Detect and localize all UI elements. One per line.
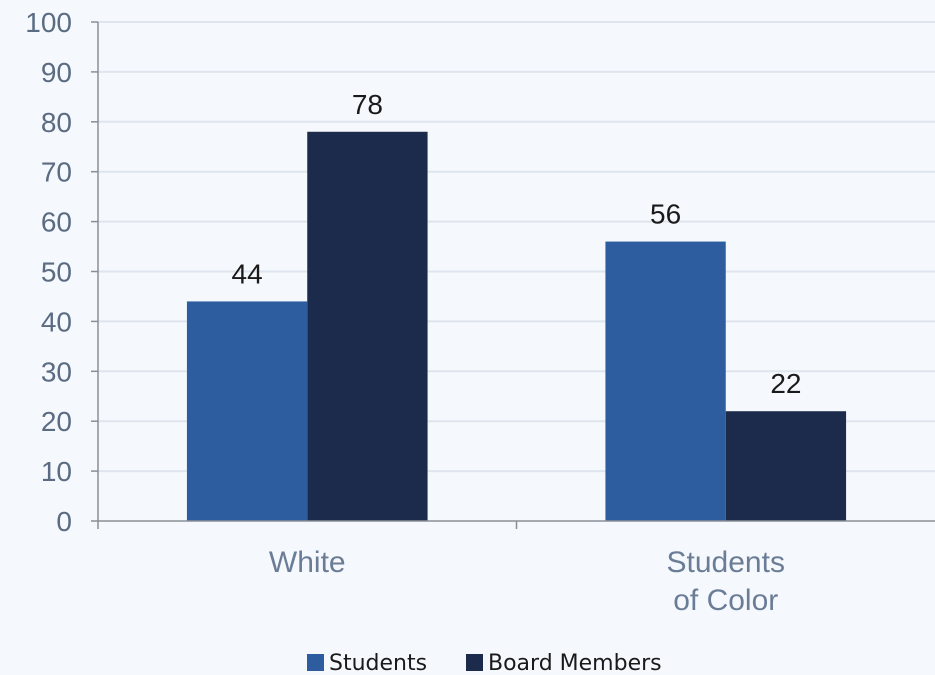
bars [186, 131, 847, 521]
y-tick-label: 40 [41, 306, 72, 337]
legend: Students Board Members [307, 651, 662, 675]
data-label: 56 [650, 199, 681, 230]
data-labels: 44 78 56 22 [232, 89, 802, 399]
bar-students [605, 241, 726, 521]
data-label: 44 [232, 258, 263, 289]
category-label: Students [667, 546, 785, 579]
y-tick-label: 50 [41, 257, 72, 288]
y-tick-label: 20 [41, 406, 72, 437]
y-tick-label: 70 [41, 157, 72, 188]
bar-students [186, 301, 308, 521]
y-tick-label: 100 [25, 7, 72, 38]
y-axis: 0 10 20 30 40 50 60 70 80 90 100 [25, 7, 99, 537]
y-tick-label: 80 [41, 107, 72, 138]
y-tick-label: 90 [41, 57, 72, 88]
y-tick-label: 0 [56, 506, 72, 537]
y-tick-label: 30 [41, 356, 72, 387]
y-tick-label: 10 [41, 456, 72, 487]
category-label: White [269, 546, 346, 579]
category-label: of Color [673, 584, 778, 617]
data-label: 22 [770, 368, 801, 399]
bar-board-members [307, 131, 428, 521]
legend-swatch [466, 654, 483, 671]
data-label: 78 [352, 89, 383, 120]
legend-swatch [307, 654, 324, 671]
legend-label: Students [329, 651, 427, 675]
y-tick-label: 60 [41, 207, 72, 238]
bar-board-members [725, 411, 847, 521]
x-axis: White Students of Color [97, 520, 935, 617]
legend-label: Board Members [488, 651, 662, 675]
